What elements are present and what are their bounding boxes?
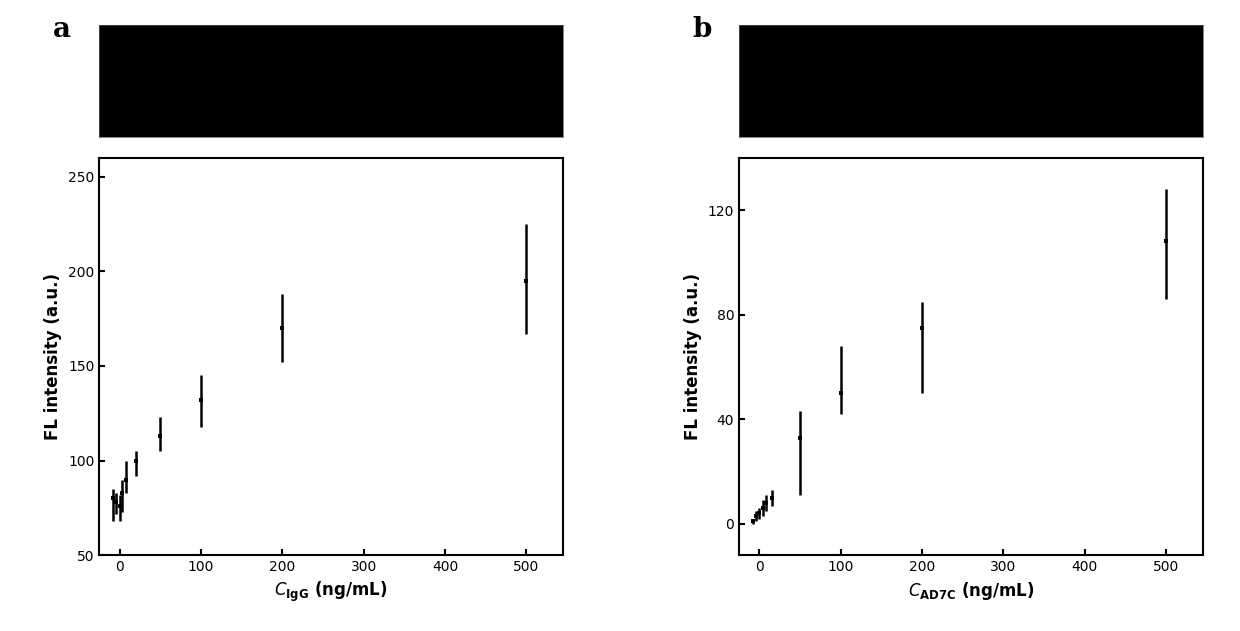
- X-axis label: $\mathit{C}_\mathregular{AD7C}$ (ng/mL): $\mathit{C}_\mathregular{AD7C}$ (ng/mL): [908, 580, 1034, 602]
- Text: b: b: [693, 16, 712, 44]
- Text: a: a: [53, 16, 71, 44]
- X-axis label: $\mathit{C}_\mathregular{IgG}$ (ng/mL): $\mathit{C}_\mathregular{IgG}$ (ng/mL): [274, 580, 388, 604]
- Y-axis label: FL intensity (a.u.): FL intensity (a.u.): [684, 273, 702, 440]
- Y-axis label: FL intensity (a.u.): FL intensity (a.u.): [45, 273, 62, 440]
